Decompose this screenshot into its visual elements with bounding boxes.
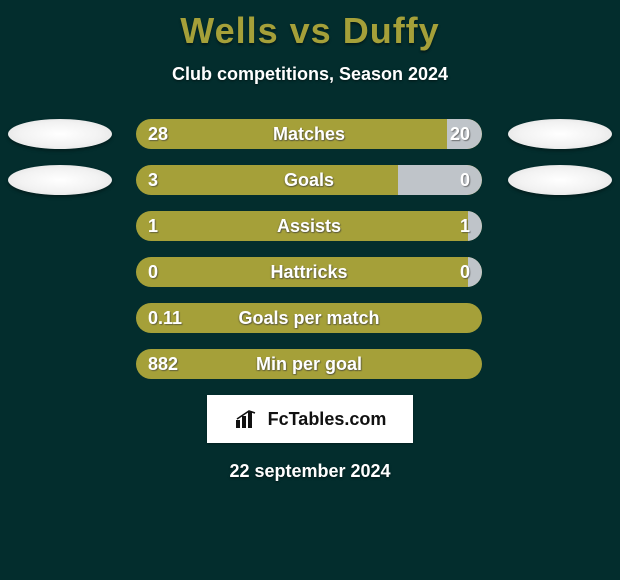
stat-value-right: 0 [460,165,470,195]
stat-bar: Hattricks [136,257,482,287]
stat-label: Hattricks [136,257,482,287]
stat-row: Goals per match0.11 [0,303,620,333]
stat-value-left: 28 [148,119,168,149]
footer-date: 22 september 2024 [0,461,620,482]
stat-label: Goals [136,165,482,195]
stat-label: Min per goal [136,349,482,379]
stat-value-left: 882 [148,349,178,379]
player-left-pill [8,119,112,149]
stat-row: Matches28 20 [0,119,620,149]
stat-bar: Min per goal [136,349,482,379]
stat-value-right: 0 [460,257,470,287]
stat-value-left: 3 [148,165,158,195]
player-right-pill [508,119,612,149]
stat-value-left: 0 [148,257,158,287]
stat-value-left: 0.11 [148,303,182,333]
stats-container: Matches2820Goals30Assists11Hattricks00Go… [0,119,620,379]
stat-row: Assists1 1 [0,211,620,241]
stat-row: Hattricks0 0 [0,257,620,287]
stat-label: Assists [136,211,482,241]
stat-row: Goals3 0 [0,165,620,195]
stat-label: Goals per match [136,303,482,333]
branding-text: FcTables.com [268,409,387,430]
stat-bar: Goals per match [136,303,482,333]
player-left-pill [8,165,112,195]
comparison-card: Wells vs Duffy Club competitions, Season… [0,0,620,580]
stat-label: Matches [136,119,482,149]
player-right-pill [508,165,612,195]
stat-bar: Matches [136,119,482,149]
stat-value-right: 20 [450,119,470,149]
stat-value-right: 1 [460,211,470,241]
chart-icon [234,408,262,430]
branding-badge[interactable]: FcTables.com [207,395,413,443]
stat-bar: Assists [136,211,482,241]
stat-bar: Goals [136,165,482,195]
page-title: Wells vs Duffy [0,0,620,52]
page-subtitle: Club competitions, Season 2024 [0,64,620,85]
stat-value-left: 1 [148,211,158,241]
stat-row: Min per goal882 [0,349,620,379]
